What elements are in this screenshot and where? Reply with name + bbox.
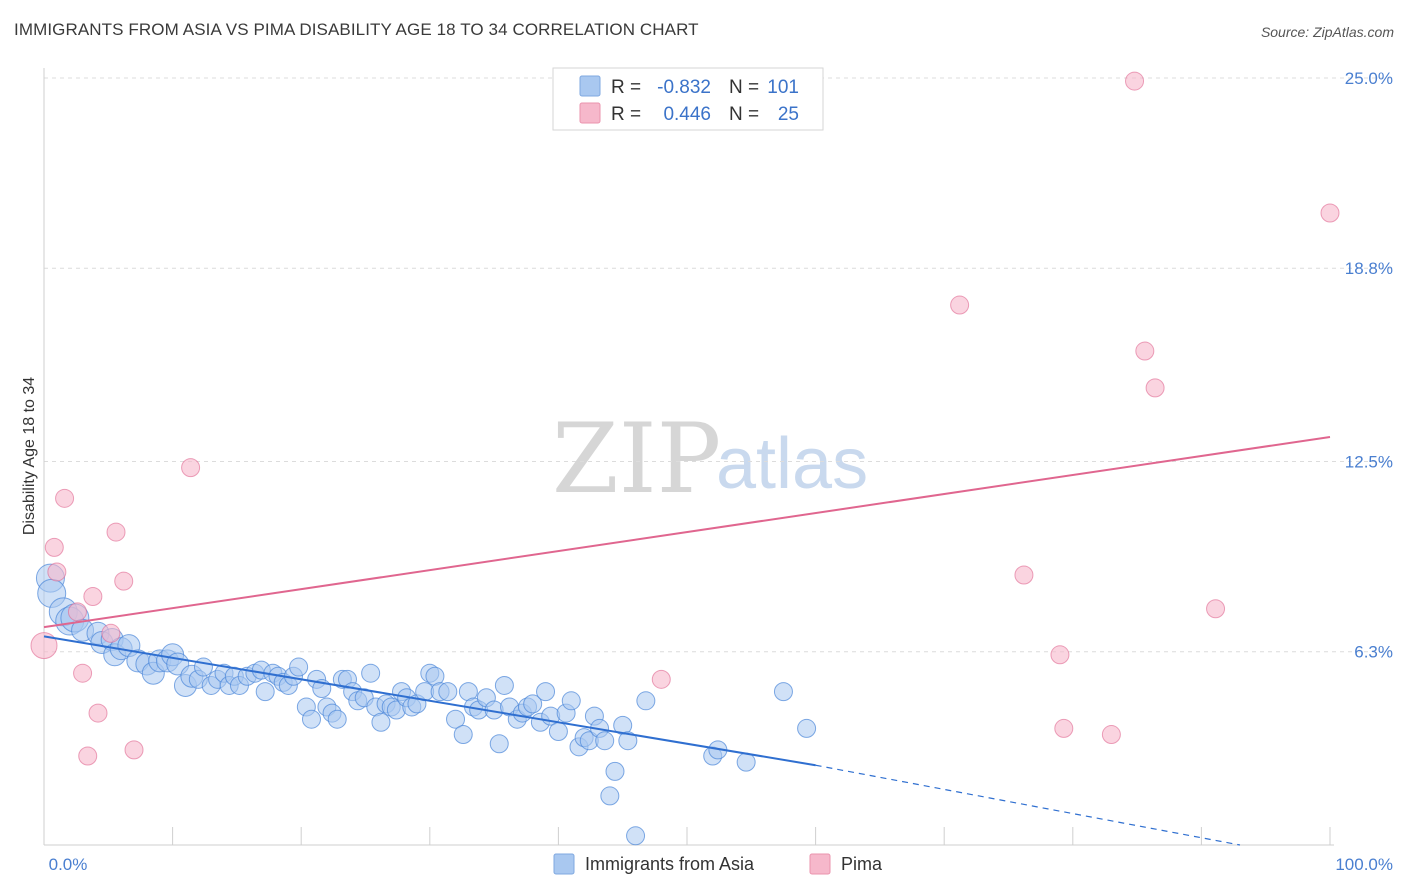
bottom-legend-swatch-pima: [809, 853, 831, 875]
pima-point: [1054, 718, 1074, 738]
pima-point: [30, 632, 58, 660]
legend-r-value-asia: -0.832: [657, 77, 711, 98]
asia-point: [626, 826, 646, 846]
pima-trend-line: [43, 435, 1331, 629]
pima-point: [47, 562, 67, 582]
series-pima: [30, 71, 1340, 766]
asia-point: [605, 761, 625, 781]
asia-point: [255, 682, 275, 702]
asia-point: [361, 663, 381, 683]
y-tick-label: 18.8%: [1345, 259, 1393, 278]
stats-legend: R = -0.832 N = 101 R = 0.446 N = 25: [552, 67, 824, 131]
asia-point: [548, 721, 568, 741]
bottom-legend-label-pima: Pima: [841, 854, 883, 874]
pima-point: [1050, 645, 1070, 665]
pima-point: [73, 663, 93, 683]
asia-point: [773, 682, 793, 702]
asia-point: [736, 752, 756, 772]
grid-lines: [44, 77, 1394, 653]
pima-point: [114, 571, 134, 591]
y-tick-label: 6.3%: [1354, 643, 1393, 662]
legend-r-value-pima: 0.446: [663, 104, 711, 125]
pima-point: [1135, 341, 1155, 361]
pima-point: [1101, 725, 1121, 745]
legend-swatch-asia: [579, 75, 601, 97]
asia-point: [561, 691, 581, 711]
pima-point: [55, 488, 75, 508]
asia-point: [301, 709, 321, 729]
y-tick-label: 12.5%: [1345, 453, 1393, 472]
asia-trend-extension: [815, 764, 1241, 846]
x-tick-label-min: 0.0%: [49, 855, 88, 874]
chart-title: IMMIGRANTS FROM ASIA VS PIMA DISABILITY …: [14, 20, 699, 39]
legend-n-value-asia: 101: [767, 77, 799, 98]
pima-point: [1145, 378, 1165, 398]
asia-point: [371, 712, 391, 732]
bottom-legend-label-asia: Immigrants from Asia: [585, 854, 755, 874]
asia-point: [536, 682, 556, 702]
asia-point: [453, 725, 473, 745]
asia-point: [600, 786, 620, 806]
series-immigrants-from-asia: [35, 563, 817, 846]
legend-n-label-asia: N =: [729, 77, 759, 98]
asia-point: [636, 691, 656, 711]
watermark-atlas: atlas: [716, 424, 868, 504]
asia-point: [618, 731, 638, 751]
asia-point: [193, 657, 213, 677]
legend-n-label-pima: N =: [729, 104, 759, 125]
asia-point: [494, 675, 514, 695]
pima-point: [101, 623, 121, 643]
pima-point: [181, 458, 201, 478]
pima-point: [106, 522, 126, 542]
y-tick-labels: 6.3% 12.5% 18.8% 25.0%: [1345, 69, 1393, 662]
legend-swatch-pima: [579, 102, 601, 124]
pima-point: [78, 746, 98, 766]
asia-point: [595, 731, 615, 751]
legend-r-label-pima: R =: [611, 104, 641, 125]
source-credit: Source: ZipAtlas.com: [1260, 24, 1394, 40]
pima-point: [1320, 203, 1340, 223]
watermark-zip: ZIP: [552, 403, 721, 515]
asia-point: [438, 682, 458, 702]
watermark: ZIP atlas: [552, 403, 868, 515]
pima-point: [124, 740, 144, 760]
legend-n-value-pima: 25: [778, 104, 799, 125]
pima-point: [44, 537, 64, 557]
pima-point: [67, 602, 87, 622]
pima-point: [651, 669, 671, 689]
pima-point: [1206, 599, 1226, 619]
bottom-legend-swatch-asia: [553, 853, 575, 875]
y-axis-label: Disability Age 18 to 34: [21, 377, 38, 535]
asia-point: [489, 734, 509, 754]
pima-point: [950, 295, 970, 315]
pima-point: [1014, 565, 1034, 585]
asia-point: [327, 709, 347, 729]
x-tick-label-max: 100.0%: [1335, 855, 1393, 874]
trend-lines: [43, 435, 1331, 846]
pima-point: [88, 703, 108, 723]
series-legend: Immigrants from Asia Pima: [553, 853, 883, 875]
asia-point: [523, 694, 543, 714]
x-tick-labels: 0.0% 100.0%: [49, 855, 1393, 874]
legend-r-label-asia: R =: [611, 77, 641, 98]
pima-point: [83, 586, 103, 606]
pima-point: [1125, 71, 1145, 91]
axes: [43, 68, 1334, 846]
asia-point: [797, 718, 817, 738]
y-tick-label: 25.0%: [1345, 69, 1393, 88]
asia-trend-line: [43, 635, 816, 767]
asia-point: [289, 657, 309, 677]
asia-point: [446, 709, 466, 729]
